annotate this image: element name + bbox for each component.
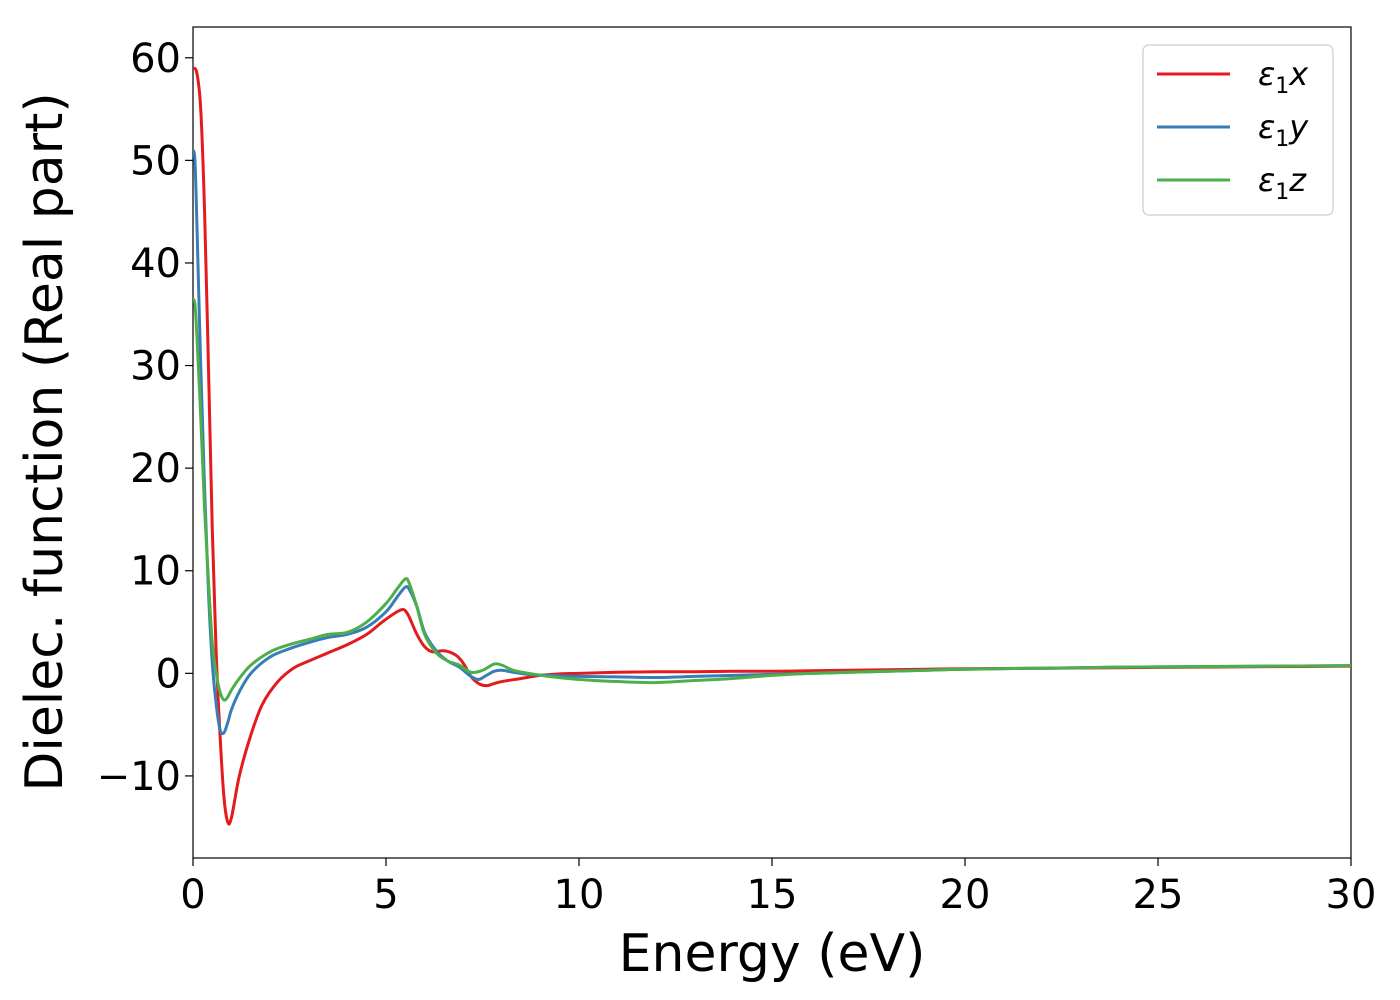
legend-items: ε1x ε1y ε1z <box>1157 55 1309 205</box>
x-tick-label: 0 <box>180 872 205 918</box>
x-axis-ticks: 0 5 10 15 20 25 30 <box>180 858 1376 918</box>
x-tick-label: 25 <box>1133 872 1184 918</box>
y-tick-label: 50 <box>130 138 181 184</box>
legend-label-x: ε1x <box>1258 55 1309 99</box>
y-tick-label: 30 <box>130 344 181 390</box>
series-line-y <box>193 148 1351 736</box>
y-tick-label: 60 <box>130 36 181 82</box>
x-tick-label: 20 <box>940 872 991 918</box>
y-tick-label: 40 <box>130 241 181 287</box>
x-tick-label: 5 <box>373 872 398 918</box>
series-layer <box>193 66 1351 826</box>
legend-label-y: ε1y <box>1258 108 1309 152</box>
y-tick-label: −10 <box>97 754 181 800</box>
series-line-z <box>193 297 1351 702</box>
legend-box <box>1142 44 1334 216</box>
series-line-x <box>193 66 1351 826</box>
x-tick-label: 30 <box>1326 872 1377 918</box>
y-tick-label: 20 <box>130 446 181 492</box>
x-tick-label: 15 <box>747 872 798 918</box>
y-tick-label: 10 <box>130 549 181 595</box>
legend: ε1x ε1y ε1z <box>1142 44 1334 216</box>
x-axis-label: Energy (eV) <box>619 924 926 984</box>
x-tick-label: 10 <box>554 872 605 918</box>
y-axis-label: Dielec. function (Real part) <box>15 92 75 791</box>
y-axis-ticks: −10 0 10 20 30 40 50 60 <box>97 36 193 800</box>
y-tick-label: 0 <box>156 651 181 697</box>
legend-label-z: ε1z <box>1258 161 1307 205</box>
